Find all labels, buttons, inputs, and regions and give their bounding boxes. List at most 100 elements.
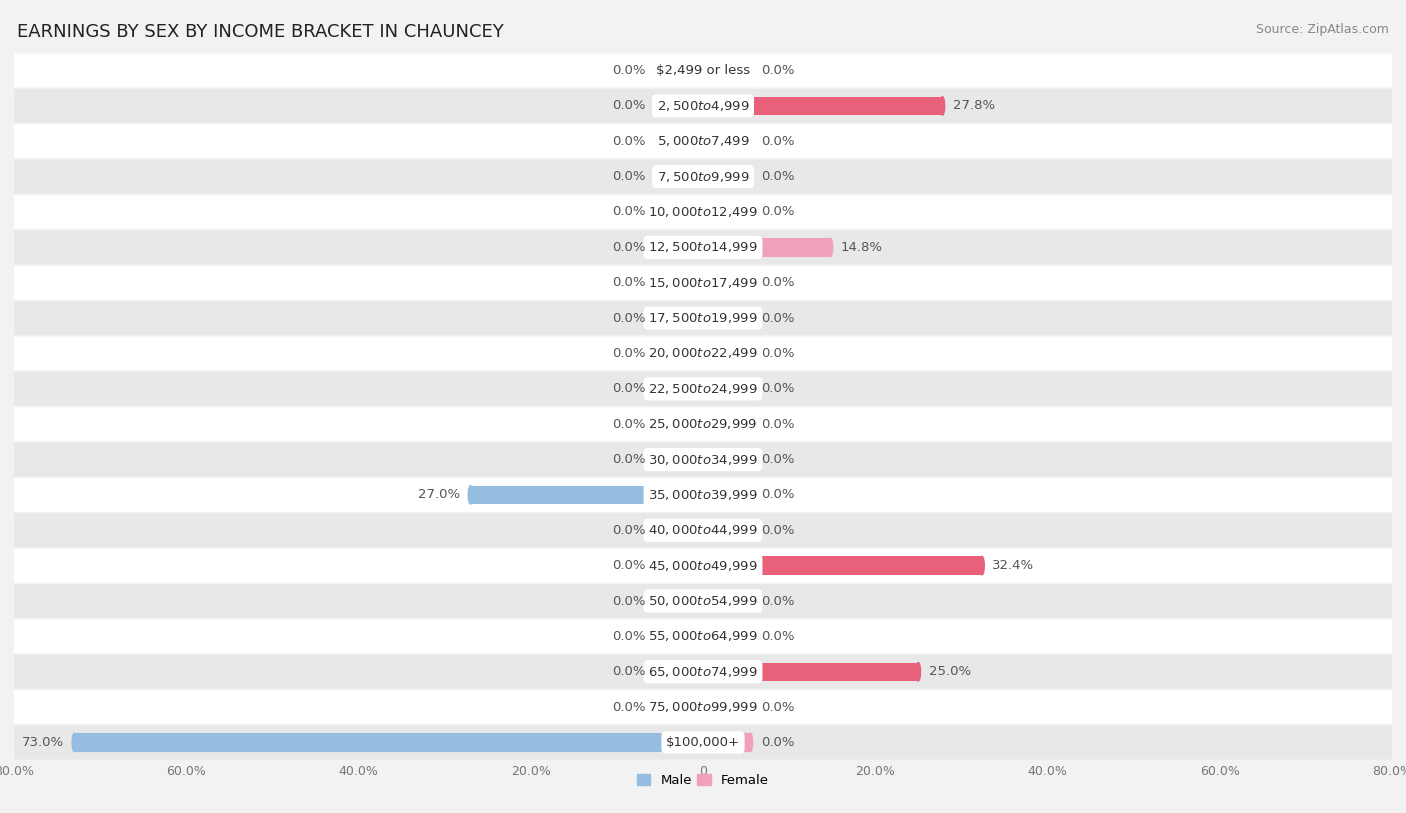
Text: 0.0%: 0.0% [612,347,645,360]
Bar [655,380,703,398]
Circle shape [748,627,752,646]
Bar [703,627,751,646]
Text: $2,499 or less: $2,499 or less [657,64,749,77]
Circle shape [654,344,658,363]
Circle shape [700,698,706,716]
Circle shape [748,450,752,469]
Circle shape [700,97,706,115]
Circle shape [700,344,706,363]
Bar [655,592,703,611]
Text: 0.0%: 0.0% [612,206,645,219]
Circle shape [700,698,706,716]
Text: 0.0%: 0.0% [612,311,645,324]
Text: $65,000 to $74,999: $65,000 to $74,999 [648,665,758,679]
Text: 0.0%: 0.0% [612,453,645,466]
Circle shape [700,592,706,611]
Text: 27.0%: 27.0% [418,489,460,502]
Bar [655,97,703,115]
Bar [703,485,751,504]
Text: $17,500 to $19,999: $17,500 to $19,999 [648,311,758,325]
Text: EARNINGS BY SEX BY INCOME BRACKET IN CHAUNCEY: EARNINGS BY SEX BY INCOME BRACKET IN CHA… [17,23,503,41]
Text: 0.0%: 0.0% [761,524,794,537]
Text: 0.0%: 0.0% [612,524,645,537]
Circle shape [748,733,752,752]
Text: 0.0%: 0.0% [761,135,794,148]
Text: $20,000 to $22,499: $20,000 to $22,499 [648,346,758,360]
Bar [703,450,751,469]
Text: $22,500 to $24,999: $22,500 to $24,999 [648,382,758,396]
Circle shape [828,238,832,257]
FancyBboxPatch shape [6,159,1400,193]
Text: 0.0%: 0.0% [761,489,794,502]
FancyBboxPatch shape [6,266,1400,300]
Text: 25.0%: 25.0% [928,665,970,678]
Circle shape [700,450,706,469]
Circle shape [654,556,658,575]
Circle shape [700,627,706,646]
FancyBboxPatch shape [6,620,1400,654]
Circle shape [700,521,706,540]
Circle shape [654,273,658,292]
Text: $40,000 to $44,999: $40,000 to $44,999 [648,524,758,537]
FancyBboxPatch shape [6,337,1400,371]
Bar [703,592,751,611]
Circle shape [72,733,76,752]
Text: 0.0%: 0.0% [761,594,794,607]
Text: $10,000 to $12,499: $10,000 to $12,499 [648,205,758,219]
Bar [655,167,703,186]
FancyBboxPatch shape [6,372,1400,406]
FancyBboxPatch shape [6,513,1400,547]
Circle shape [700,309,706,328]
Circle shape [700,344,706,363]
Bar [703,521,751,540]
Circle shape [700,309,706,328]
Bar [703,61,751,80]
FancyBboxPatch shape [6,124,1400,159]
Bar [655,344,703,363]
FancyBboxPatch shape [6,195,1400,229]
Circle shape [700,167,706,186]
Circle shape [654,592,658,611]
Circle shape [654,202,658,221]
Circle shape [700,273,706,292]
Circle shape [700,485,706,504]
Text: $25,000 to $29,999: $25,000 to $29,999 [648,417,758,431]
Circle shape [654,521,658,540]
Circle shape [654,380,658,398]
Circle shape [980,556,984,575]
Bar [703,273,751,292]
Bar [655,415,703,433]
Text: 0.0%: 0.0% [612,382,645,395]
Bar [703,415,751,433]
FancyBboxPatch shape [6,478,1400,512]
Circle shape [748,344,752,363]
Circle shape [748,273,752,292]
Bar [655,556,703,575]
Text: 0.0%: 0.0% [612,559,645,572]
Text: 0.0%: 0.0% [761,630,794,643]
FancyBboxPatch shape [6,407,1400,441]
Circle shape [748,592,752,611]
Bar [75,733,703,752]
Text: 0.0%: 0.0% [612,99,645,112]
FancyBboxPatch shape [6,54,1400,88]
Bar [703,132,751,150]
Bar [655,273,703,292]
FancyBboxPatch shape [6,89,1400,123]
Text: 0.0%: 0.0% [761,206,794,219]
Text: $12,500 to $14,999: $12,500 to $14,999 [648,241,758,254]
Circle shape [700,61,706,80]
Circle shape [700,132,706,150]
Circle shape [700,167,706,186]
Bar [655,132,703,150]
Bar [471,485,703,504]
Bar [703,97,942,115]
Text: 0.0%: 0.0% [761,347,794,360]
Text: 0.0%: 0.0% [612,701,645,714]
Text: Source: ZipAtlas.com: Source: ZipAtlas.com [1256,23,1389,36]
Circle shape [700,273,706,292]
Circle shape [700,733,706,752]
Bar [703,556,981,575]
Text: $7,500 to $9,999: $7,500 to $9,999 [657,170,749,184]
Bar [703,663,918,681]
